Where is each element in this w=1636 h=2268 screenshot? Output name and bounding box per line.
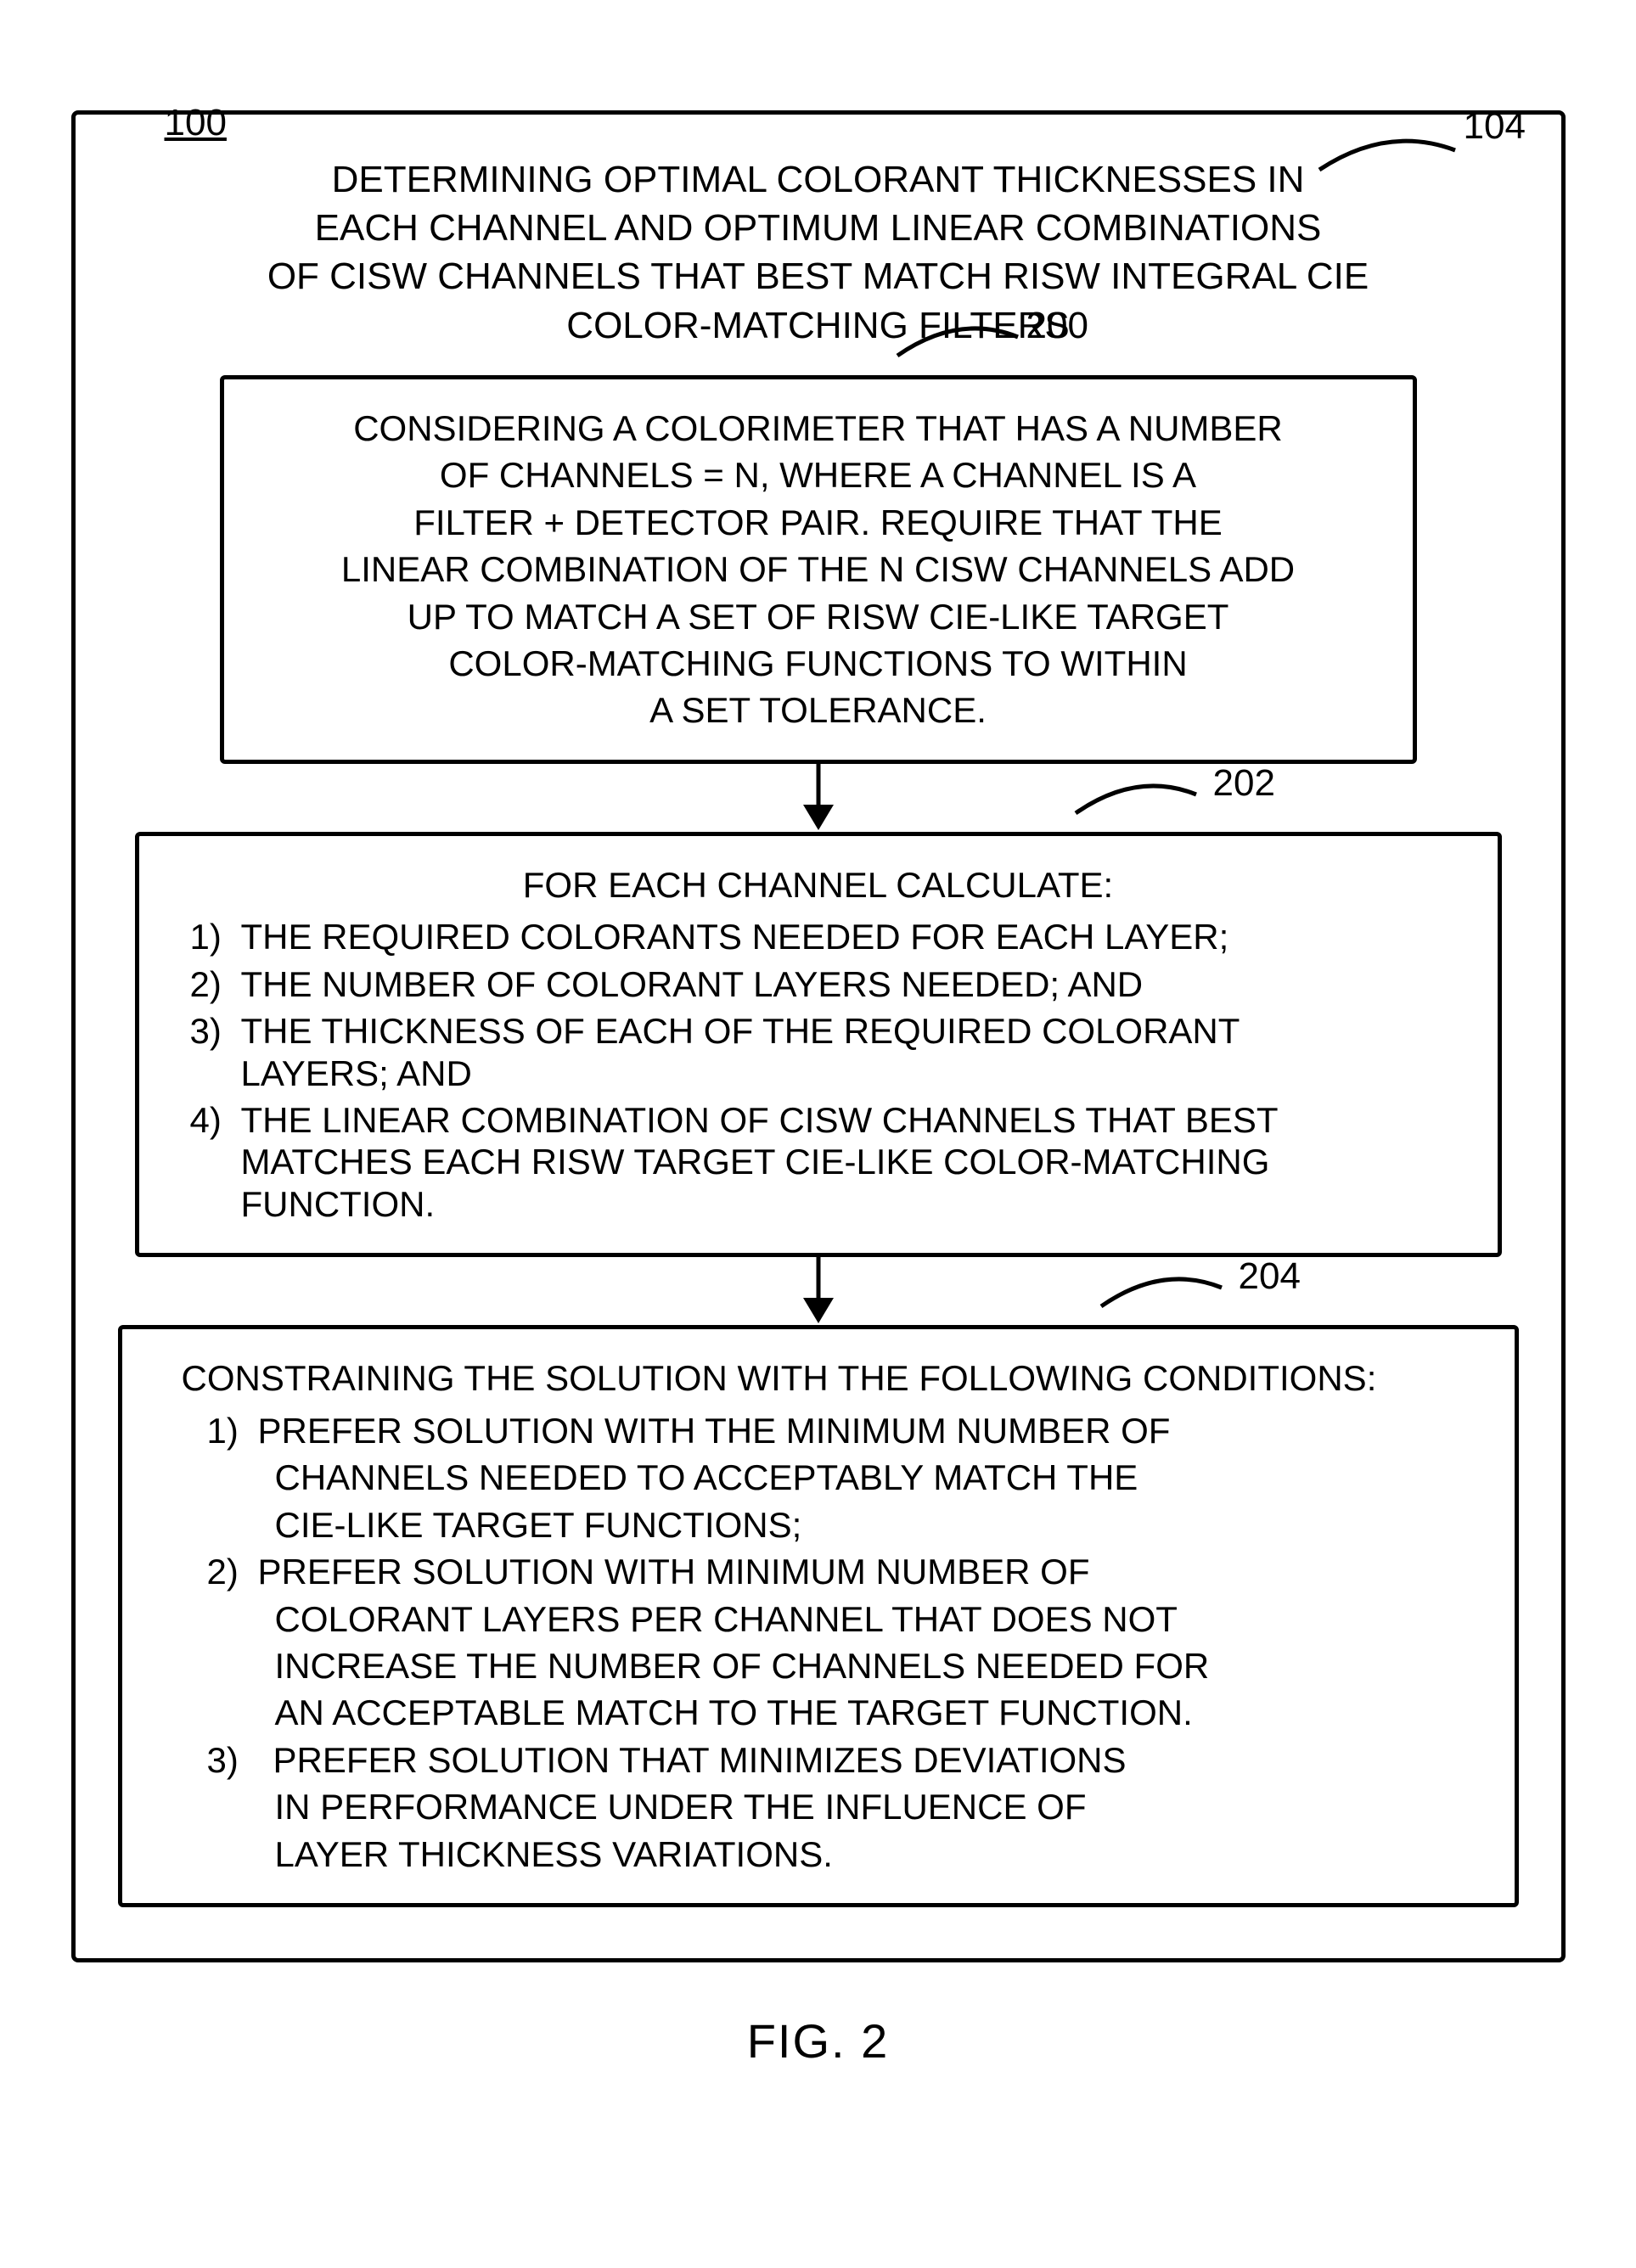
b202-i4a-text: THE LINEAR COMBINATION OF CISW CHANNELS …	[241, 1097, 1464, 1143]
b200-l5: UP TO MATCH A SET OF RISW CIE-LIKE TARGE…	[408, 597, 1229, 637]
b202-item1: 1)THE REQUIRED COLORANTS NEEDED FOR EACH…	[190, 913, 1464, 960]
ref-202: 202	[1213, 762, 1275, 805]
callout-hook-200	[891, 312, 1035, 362]
step-box-204: CONSTRAINING THE SOLUTION WITH THE FOLLO…	[118, 1325, 1519, 1907]
ref-204: 204	[1239, 1255, 1301, 1298]
b202-item3: 3)THE THICKNESS OF EACH OF THE REQUIRED …	[190, 1008, 1464, 1054]
b204-i1c: CIE-LIKE TARGET FUNCTIONS;	[275, 1502, 1481, 1548]
b204-item3: 3)PREFER SOLUTION THAT MINIMIZES DEVIATI…	[207, 1737, 1481, 1783]
figure-label: FIG. 2	[71, 2013, 1566, 2069]
b200-l1: CONSIDERING A COLORIMETER THAT HAS A NUM…	[353, 408, 1283, 448]
b200-l3: FILTER + DETECTOR PAIR. REQUIRE THAT THE	[413, 502, 1223, 542]
b202-i2-text: THE NUMBER OF COLORANT LAYERS NEEDED; AN…	[241, 961, 1464, 1008]
b202-head: FOR EACH CHANNEL CALCULATE:	[173, 862, 1464, 908]
figure-page: 100 104 DETERMINING OPTIMAL COLORANT THI…	[71, 110, 1566, 2069]
b202-i3a-text: THE THICKNESS OF EACH OF THE REQUIRED CO…	[241, 1008, 1464, 1054]
b204-i3c: LAYER THICKNESS VARIATIONS.	[275, 1831, 1481, 1878]
b202-i4c: FUNCTION.	[241, 1181, 1464, 1227]
step-box-202: FOR EACH CHANNEL CALCULATE: 1)THE REQUIR…	[135, 832, 1502, 1258]
outer-title: DETERMINING OPTIMAL COLORANT THICKNESSES…	[186, 155, 1451, 350]
callout-hook-202	[1069, 769, 1213, 820]
b204-item2: 2)PREFER SOLUTION WITH MINIMUM NUMBER OF	[207, 1548, 1481, 1595]
arrow-202-204: 204	[118, 1257, 1519, 1325]
outer-box-104: DETERMINING OPTIMAL COLORANT THICKNESSES…	[71, 110, 1566, 1962]
b204-i1b: CHANNELS NEEDED TO ACCEPTABLY MATCH THE	[275, 1454, 1481, 1501]
outer-title-l2: EACH CHANNEL AND OPTIMUM LINEAR COMBINAT…	[315, 207, 1322, 249]
b202-i3b: LAYERS; AND	[241, 1050, 1464, 1097]
b202-i4b: MATCHES EACH RISW TARGET CIE-LIKE COLOR-…	[241, 1138, 1464, 1185]
b204-item1: 1)PREFER SOLUTION WITH THE MINIMUM NUMBE…	[207, 1407, 1481, 1454]
b204-head: CONSTRAINING THE SOLUTION WITH THE FOLLO…	[182, 1355, 1481, 1401]
b202-i1-text: THE REQUIRED COLORANTS NEEDED FOR EACH L…	[241, 913, 1464, 960]
callout-hook-204	[1094, 1262, 1239, 1313]
b200-l2: OF CHANNELS = N, WHERE A CHANNEL IS A	[440, 455, 1196, 495]
b204-i3b: IN PERFORMANCE UNDER THE INFLUENCE OF	[275, 1783, 1481, 1830]
b200-l4: LINEAR COMBINATION OF THE N CISW CHANNEL…	[341, 549, 1295, 589]
outer-title-l3: OF CISW CHANNELS THAT BEST MATCH RISW IN…	[267, 255, 1369, 297]
arrow-200-202: 202	[118, 764, 1519, 832]
outer-title-l1: DETERMINING OPTIMAL COLORANT THICKNESSES…	[332, 159, 1305, 200]
ref-200: 200	[1026, 305, 1088, 347]
step-box-200: CONSIDERING A COLORIMETER THAT HAS A NUM…	[220, 375, 1417, 764]
b204-i3a-text: PREFER SOLUTION THAT MINIMIZES DEVIATION…	[273, 1737, 1481, 1783]
b202-item2: 2)THE NUMBER OF COLORANT LAYERS NEEDED; …	[190, 961, 1464, 1008]
b204-i2d: AN ACCEPTABLE MATCH TO THE TARGET FUNCTI…	[275, 1689, 1481, 1736]
b204-i1a-text: PREFER SOLUTION WITH THE MINIMUM NUMBER …	[258, 1407, 1481, 1454]
b204-i2a-text: PREFER SOLUTION WITH MINIMUM NUMBER OF	[258, 1548, 1481, 1595]
b202-item4: 4)THE LINEAR COMBINATION OF CISW CHANNEL…	[190, 1097, 1464, 1143]
b200-l7: A SET TOLERANCE.	[649, 690, 987, 730]
b200-l6: COLOR-MATCHING FUNCTIONS TO WITHIN	[448, 643, 1187, 683]
b204-i2b: COLORANT LAYERS PER CHANNEL THAT DOES NO…	[275, 1596, 1481, 1642]
b204-i2c: INCREASE THE NUMBER OF CHANNELS NEEDED F…	[275, 1642, 1481, 1689]
